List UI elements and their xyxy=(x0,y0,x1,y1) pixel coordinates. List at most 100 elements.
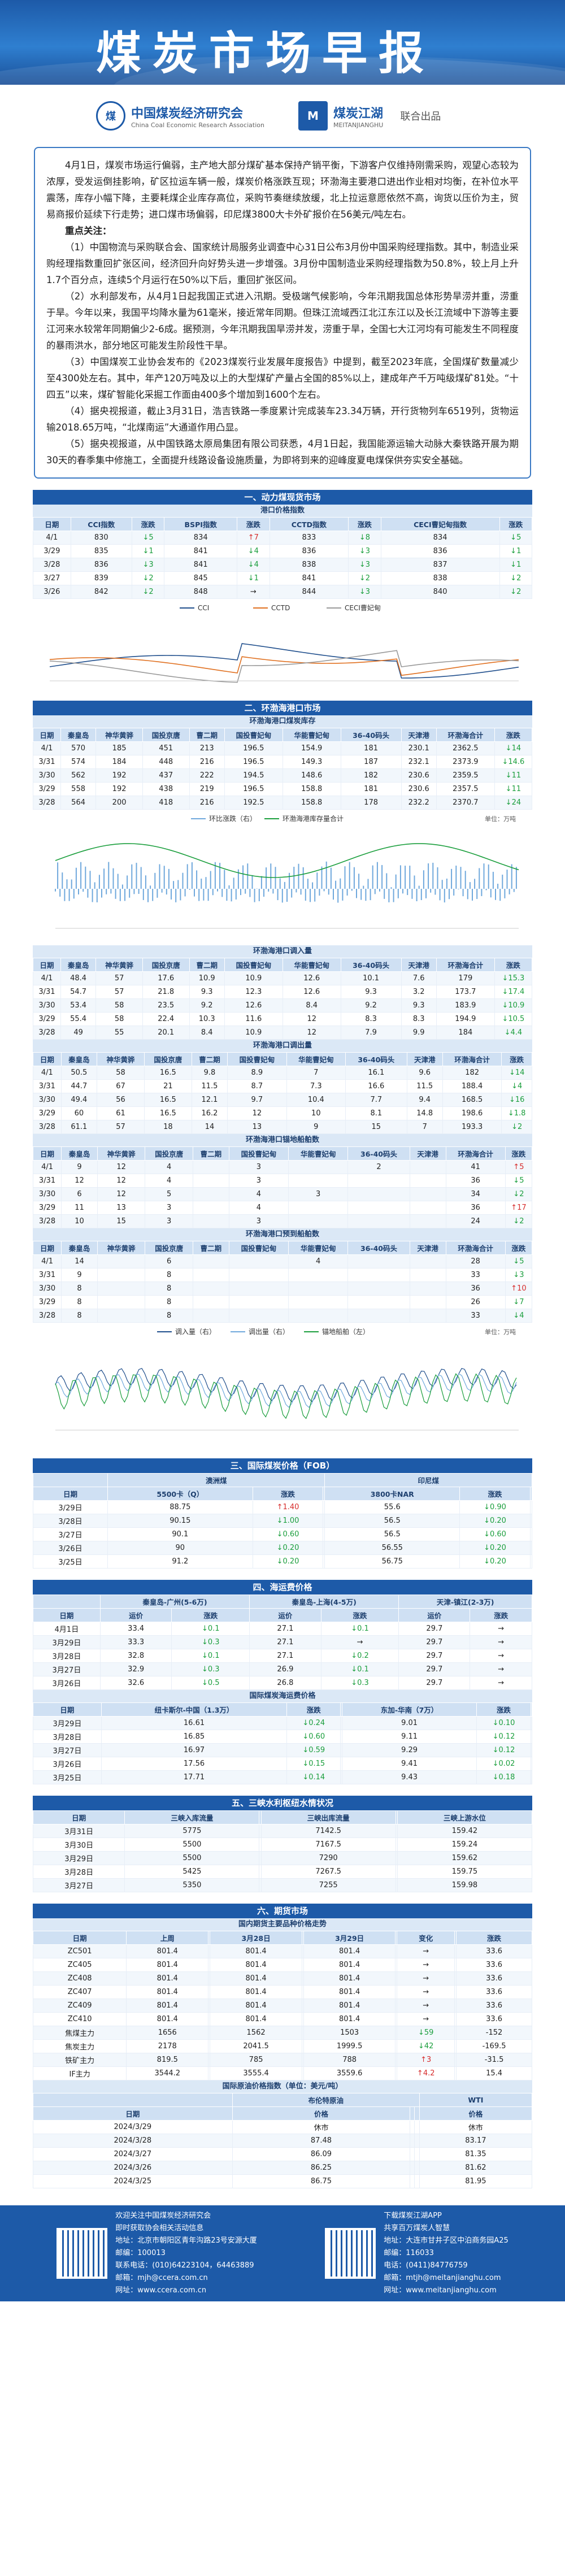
summary-intro: 4月1日，煤炭市场运行偏弱，主产地大部分煤矿基本保持产销平衡，下游客户仅维持刚需… xyxy=(46,157,519,223)
table-cell: 8.3 xyxy=(401,1013,436,1026)
table-cell: 3/30 xyxy=(33,1188,62,1201)
table-cell xyxy=(193,1269,229,1282)
footer-qr1-sub: 即时获取协会相关活动信息 xyxy=(115,2222,257,2235)
table-cell: 801.4 xyxy=(303,1945,395,1958)
intl-price-table: 澳洲煤 印尼煤 日期 5500卡（Q） 涨跌 3800卡NAR 涨跌 3/29日 88.75 ↑1… xyxy=(33,1473,532,1569)
table-cell xyxy=(531,1757,532,1771)
table-cell: 2024/3/25 xyxy=(33,2175,233,2188)
table-row: 3/29 558 192 438 219 196.5 158.8 181 230.6 2357.5… xyxy=(33,783,532,796)
table-cell xyxy=(530,1514,532,1528)
table-row: 4/1 570 185 451 213 196.5 154.9 181 230.1 2362.5 ↓… xyxy=(33,742,532,755)
table-cell xyxy=(193,1174,229,1188)
footer-mail1[interactable]: 邮箱：mjh@ccera.com.cn xyxy=(115,2272,257,2284)
column-header: 3月29日 xyxy=(303,1931,395,1945)
table-cell xyxy=(530,1555,532,1569)
table-cell xyxy=(410,2121,415,2134)
table-cell: → xyxy=(470,1649,532,1663)
table-cell: 49 xyxy=(60,1026,95,1040)
table-cell: ↑5 xyxy=(505,1161,532,1174)
table-row: 3/31 574 184 448 216 196.5 149.3 187 232.1 2373.9… xyxy=(33,755,532,769)
column-header: 曹二期 xyxy=(189,958,224,972)
column-header: BSPI指数 xyxy=(164,518,237,531)
table-cell: 29.7 xyxy=(399,1649,470,1663)
group-header: 印尼煤 xyxy=(325,1474,532,1487)
table-cell: 16.97 xyxy=(101,1744,286,1757)
table-cell: 4/1 xyxy=(33,972,61,985)
section-title: 二、环渤海港口市场 xyxy=(33,701,532,715)
table-cell: 3544.2 xyxy=(127,2067,208,2080)
table-cell: 12.3 xyxy=(224,985,282,999)
table-cell: 178 xyxy=(341,796,401,810)
table-cell xyxy=(97,1255,145,1269)
table-cell: 192 xyxy=(96,769,143,783)
table-cell: 3/29 xyxy=(33,1201,62,1215)
table-cell xyxy=(289,1296,348,1309)
table-row: 3/30 562 192 437 222 194.5 148.6 182 230.6 2359.5… xyxy=(33,769,532,783)
table-cell: 16.5 xyxy=(144,1066,192,1080)
table-cell: 2024/3/26 xyxy=(33,2161,233,2175)
subsection-title: 环渤海港口预到船舶数 xyxy=(33,1228,532,1241)
header-banner: 煤炭市场早报 xyxy=(0,0,565,85)
table-cell: 20.1 xyxy=(142,1026,189,1040)
column-header: 国投曹妃甸 xyxy=(229,1147,288,1161)
subsection-title: 环渤海港口锚地船舶数 xyxy=(33,1134,532,1146)
table-cell: 11.5 xyxy=(192,1080,227,1093)
footer-site2[interactable]: 网址：www.meitanjianghu.com xyxy=(384,2284,508,2297)
table-cell: 159.75 xyxy=(397,1865,532,1879)
table-cell: 834 xyxy=(164,531,237,545)
table-row: 3/26日 90 ↓0.20 56.55 ↓0.20 xyxy=(33,1541,532,1555)
footer-site1[interactable]: 网址：www.ccera.com.cn xyxy=(115,2284,257,2297)
table-cell: 3月28日 xyxy=(33,1649,101,1663)
table-cell: 3/28 xyxy=(33,796,61,810)
table-cell: ↓14 xyxy=(494,742,532,755)
table-cell: ↓2 xyxy=(132,585,164,599)
table-cell: 81.62 xyxy=(419,2161,532,2175)
footer-mail2[interactable]: 邮箱：mtjh@meitanjianghu.com xyxy=(384,2272,508,2284)
table-row: 3/26 842 ↓2 848 → 844 ↓3 840 ↓2 xyxy=(33,585,532,599)
table-cell: 23.5 xyxy=(142,999,189,1013)
section-intl-price: 三、国际煤炭价格（FOB） 澳洲煤 印尼煤 日期 5500卡（Q） 涨跌 3800卡NAR… xyxy=(33,1458,532,1569)
table-cell: 9.3 xyxy=(341,985,401,999)
table-cell: 5 xyxy=(145,1188,193,1201)
table-cell xyxy=(289,1215,348,1228)
price-index-svg: CCI CCTD CECI曹妃甸 xyxy=(33,599,532,689)
table-cell: 铁矿主力 xyxy=(33,2053,127,2067)
table-cell: 837 xyxy=(381,558,499,572)
footer-addr2: 地址：大连市甘井子区中泊商务园A25 xyxy=(384,2235,508,2247)
table-cell xyxy=(348,1282,410,1296)
table-cell: 10.9 xyxy=(224,972,282,985)
table-cell: 16.5 xyxy=(144,1107,192,1120)
column-header: 运价 xyxy=(399,1609,470,1622)
section-title: 六、期货市场 xyxy=(33,1904,532,1918)
column-header: 三峡上游水位 xyxy=(397,1811,532,1825)
table-cell: 564 xyxy=(60,796,95,810)
table-cell: 29.7 xyxy=(399,1663,470,1676)
table-cell: 230.1 xyxy=(401,742,436,755)
table-cell: 7.9 xyxy=(341,1026,401,1040)
table-cell: 194.5 xyxy=(224,769,282,783)
table-cell: 休市 xyxy=(419,2121,532,2134)
table-cell: 28 xyxy=(446,1255,505,1269)
table-cell: ↓0.18 xyxy=(477,1771,531,1784)
table-cell: 3/28日 xyxy=(33,1514,108,1528)
column-header: 涨跌 xyxy=(502,1053,532,1066)
table-cell: 56 xyxy=(97,1093,145,1107)
futures-table: 日期 上周 3月28日 3月29日 变化 涨跌 ZC501 801.4 801.4 801.4 → 3… xyxy=(33,1931,532,2080)
anchorage-ships-table: 日期 秦皇岛 神华黄骅 国投京唐 曹二期 国投曹妃甸 华能曹妃甸 36-40码头 天津港 环渤海合… xyxy=(33,1146,532,1228)
table-cell: 5425 xyxy=(125,1865,259,1879)
table-cell: 33.3 xyxy=(100,1636,172,1649)
table-cell: 29.7 xyxy=(399,1676,470,1690)
column-header: 日期 xyxy=(33,2107,233,2121)
footer-tel2: 电话：(0411)84776759 xyxy=(384,2260,508,2272)
table-cell: 90 xyxy=(108,1541,253,1555)
table-cell: ↓0.14 xyxy=(287,1771,341,1784)
table-row: 3/28 836 ↓3 841 ↓4 838 ↓3 837 ↓1 xyxy=(33,558,532,572)
table-cell: 194.9 xyxy=(436,1013,494,1026)
table-cell: 9.3 xyxy=(401,999,436,1013)
mtjh-qr-code-icon[interactable] xyxy=(325,2228,376,2279)
table-cell: 14.8 xyxy=(407,1107,442,1120)
table-cell: 801.4 xyxy=(127,1986,208,1999)
table-row: 2024/3/25 86.75 81.95 xyxy=(33,2175,532,2188)
table-cell: 7290 xyxy=(261,1852,395,1865)
ccera-qr-code-icon[interactable] xyxy=(56,2228,107,2279)
